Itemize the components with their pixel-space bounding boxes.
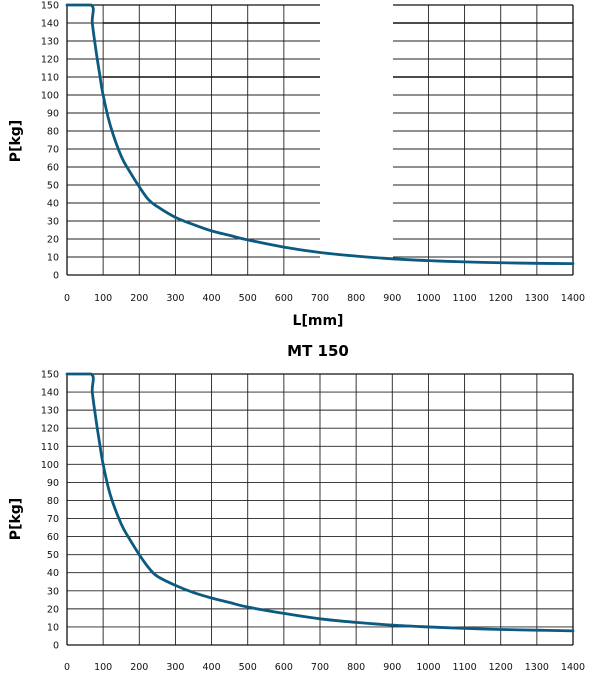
grid xyxy=(67,374,573,645)
x-tick-label: 300 xyxy=(166,293,184,304)
x-tick-label: 900 xyxy=(383,662,401,673)
y-tick-label: 10 xyxy=(47,253,59,264)
x-tick-label: 900 xyxy=(383,293,401,304)
y-tick-label: 150 xyxy=(41,1,59,12)
x-tick-label: 800 xyxy=(347,293,365,304)
y-tick-label: 30 xyxy=(47,586,59,597)
y-axis-label: P[kg] xyxy=(8,120,24,162)
y-tick-label: 20 xyxy=(47,604,59,615)
x-tick-label: 100 xyxy=(94,662,112,673)
y-axis-label: P[kg] xyxy=(8,498,24,540)
x-tick-label: 1200 xyxy=(489,662,513,673)
chart-load-vs-length-upper: P[kg] L[mm] 0 10 20 30 40 50 60 70 80 90 100 110 120… xyxy=(8,1,585,330)
y-tick-label: 50 xyxy=(47,181,59,192)
y-tick-label: 100 xyxy=(41,460,59,471)
y-tick-label: 80 xyxy=(47,496,59,507)
y-tick-label: 0 xyxy=(53,271,59,282)
y-tick-label: 140 xyxy=(41,388,59,399)
y-tick-label: 100 xyxy=(41,91,59,102)
load-curve-line xyxy=(65,372,575,633)
x-tick-label: 700 xyxy=(311,293,329,304)
x-tick-label: 300 xyxy=(166,662,184,673)
y-tick-label: 90 xyxy=(47,478,59,489)
plot-frame xyxy=(66,4,574,276)
y-tick-label: 120 xyxy=(41,55,59,66)
grid xyxy=(67,5,573,275)
y-tick-label: 10 xyxy=(47,622,59,633)
x-tick-label: 1300 xyxy=(525,662,549,673)
chart-mt-150: MT 150 P[kg] 0 10 20 30 40 50 60 70 80 90 100 110 12… xyxy=(8,342,585,673)
y-tick-label: 130 xyxy=(41,406,59,417)
plot-frame xyxy=(66,373,574,646)
y-tick-label: 90 xyxy=(47,109,59,120)
y-tick-label: 80 xyxy=(47,127,59,138)
x-axis-label: L[mm] xyxy=(293,313,344,329)
x-tick-label: 1400 xyxy=(561,293,585,304)
x-tick-label: 1300 xyxy=(525,293,549,304)
x-tick-label: 1100 xyxy=(452,293,476,304)
y-tick-label: 0 xyxy=(53,641,59,652)
x-tick-label: 700 xyxy=(311,662,329,673)
x-tick-label: 800 xyxy=(347,662,365,673)
x-tick-label: 1000 xyxy=(416,293,440,304)
y-tick-label: 70 xyxy=(47,514,59,525)
x-tick-label: 1400 xyxy=(561,662,585,673)
y-tick-label: 150 xyxy=(41,370,59,381)
y-tick-label: 20 xyxy=(47,235,59,246)
x-tick-label: 500 xyxy=(239,662,257,673)
x-tick-label: 600 xyxy=(275,662,293,673)
x-tick-label: 0 xyxy=(64,662,70,673)
y-tick-label: 40 xyxy=(47,199,59,210)
y-tick-label: 60 xyxy=(47,163,59,174)
y-tick-label: 120 xyxy=(41,424,59,435)
x-tick-label: 0 xyxy=(64,293,70,304)
x-tick-label: 1200 xyxy=(489,293,513,304)
load-curve-line xyxy=(65,3,575,266)
y-tick-label: 60 xyxy=(47,532,59,543)
x-tick-label: 1000 xyxy=(416,662,440,673)
x-tick-label: 200 xyxy=(130,293,148,304)
y-tick-label: 30 xyxy=(47,217,59,228)
y-tick-label: 70 xyxy=(47,145,59,156)
chart-title: MT 150 xyxy=(287,342,349,360)
x-tick-label: 1100 xyxy=(452,662,476,673)
x-tick-label: 200 xyxy=(130,662,148,673)
x-tick-label: 500 xyxy=(239,293,257,304)
y-tick-label: 130 xyxy=(41,37,59,48)
x-tick-label: 400 xyxy=(203,293,221,304)
y-tick-label: 50 xyxy=(47,550,59,561)
x-tick-label: 100 xyxy=(94,293,112,304)
y-tick-label: 40 xyxy=(47,568,59,579)
x-tick-label: 400 xyxy=(203,662,221,673)
x-tick-label: 600 xyxy=(275,293,293,304)
y-tick-label: 110 xyxy=(41,442,59,453)
y-tick-label: 110 xyxy=(41,73,59,84)
y-tick-label: 140 xyxy=(41,19,59,30)
